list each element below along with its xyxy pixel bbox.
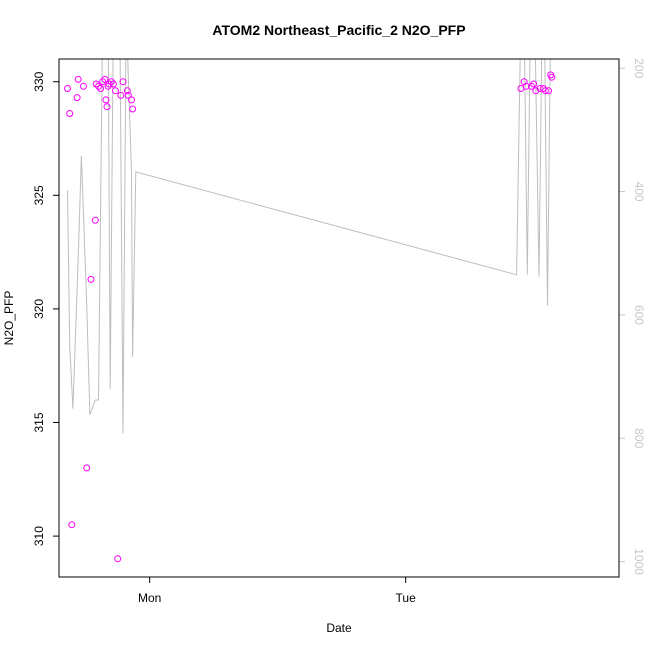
data-point bbox=[64, 85, 71, 92]
data-point bbox=[83, 464, 91, 472]
data-point bbox=[68, 521, 76, 529]
data-point bbox=[128, 96, 135, 104]
chart-title: ATOM2 Northeast_Pacific_2 N2O_PFP bbox=[212, 22, 465, 38]
data-point bbox=[129, 105, 137, 113]
data-point bbox=[66, 110, 74, 117]
data-point bbox=[123, 87, 131, 95]
x-tick-label: Tue bbox=[396, 591, 417, 605]
y-tick-label: 315 bbox=[32, 412, 46, 432]
data-point bbox=[87, 275, 95, 283]
y-tick-label: 320 bbox=[32, 299, 46, 319]
data-point bbox=[522, 82, 530, 90]
y-tick-label: 325 bbox=[32, 185, 46, 205]
data-point bbox=[97, 85, 105, 92]
data-point bbox=[109, 80, 117, 88]
data-point bbox=[91, 216, 99, 224]
series-line bbox=[67, 59, 551, 434]
data-point bbox=[102, 96, 110, 104]
line-series-layer bbox=[67, 59, 551, 434]
y2-tick-label: 1000 bbox=[632, 548, 646, 575]
data-point bbox=[114, 555, 122, 563]
data-point bbox=[548, 73, 556, 81]
data-point bbox=[119, 78, 127, 86]
x-tick-label: Mon bbox=[138, 591, 161, 605]
y-axis-label: N2O_PFP bbox=[2, 291, 16, 346]
data-point bbox=[103, 103, 111, 111]
data-point bbox=[112, 87, 119, 95]
point-series-layer bbox=[64, 71, 556, 563]
data-point bbox=[74, 75, 82, 83]
data-point bbox=[80, 82, 87, 90]
y2-tick-label: 600 bbox=[632, 305, 646, 325]
y2-tick-label: 200 bbox=[632, 58, 646, 78]
y2-tick-label: 800 bbox=[632, 428, 646, 448]
data-point bbox=[105, 80, 113, 88]
data-point bbox=[95, 82, 102, 90]
y-tick-label: 330 bbox=[32, 71, 46, 91]
plot-box bbox=[58, 58, 620, 578]
data-point bbox=[73, 94, 81, 102]
x-axis-label: Date bbox=[326, 621, 352, 635]
data-point bbox=[528, 82, 535, 90]
data-point bbox=[101, 75, 109, 83]
data-point bbox=[124, 91, 132, 99]
y2-tick-label: 400 bbox=[632, 182, 646, 202]
data-point bbox=[107, 78, 115, 86]
data-point bbox=[99, 78, 107, 86]
data-point bbox=[541, 87, 549, 95]
data-point bbox=[92, 80, 100, 88]
y-tick-label: 310 bbox=[32, 526, 46, 546]
data-point bbox=[530, 80, 538, 88]
data-point bbox=[117, 91, 125, 99]
data-point bbox=[545, 87, 553, 95]
